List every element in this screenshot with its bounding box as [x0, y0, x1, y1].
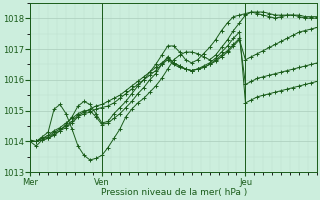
X-axis label: Pression niveau de la mer( hPa ): Pression niveau de la mer( hPa )	[100, 188, 247, 197]
